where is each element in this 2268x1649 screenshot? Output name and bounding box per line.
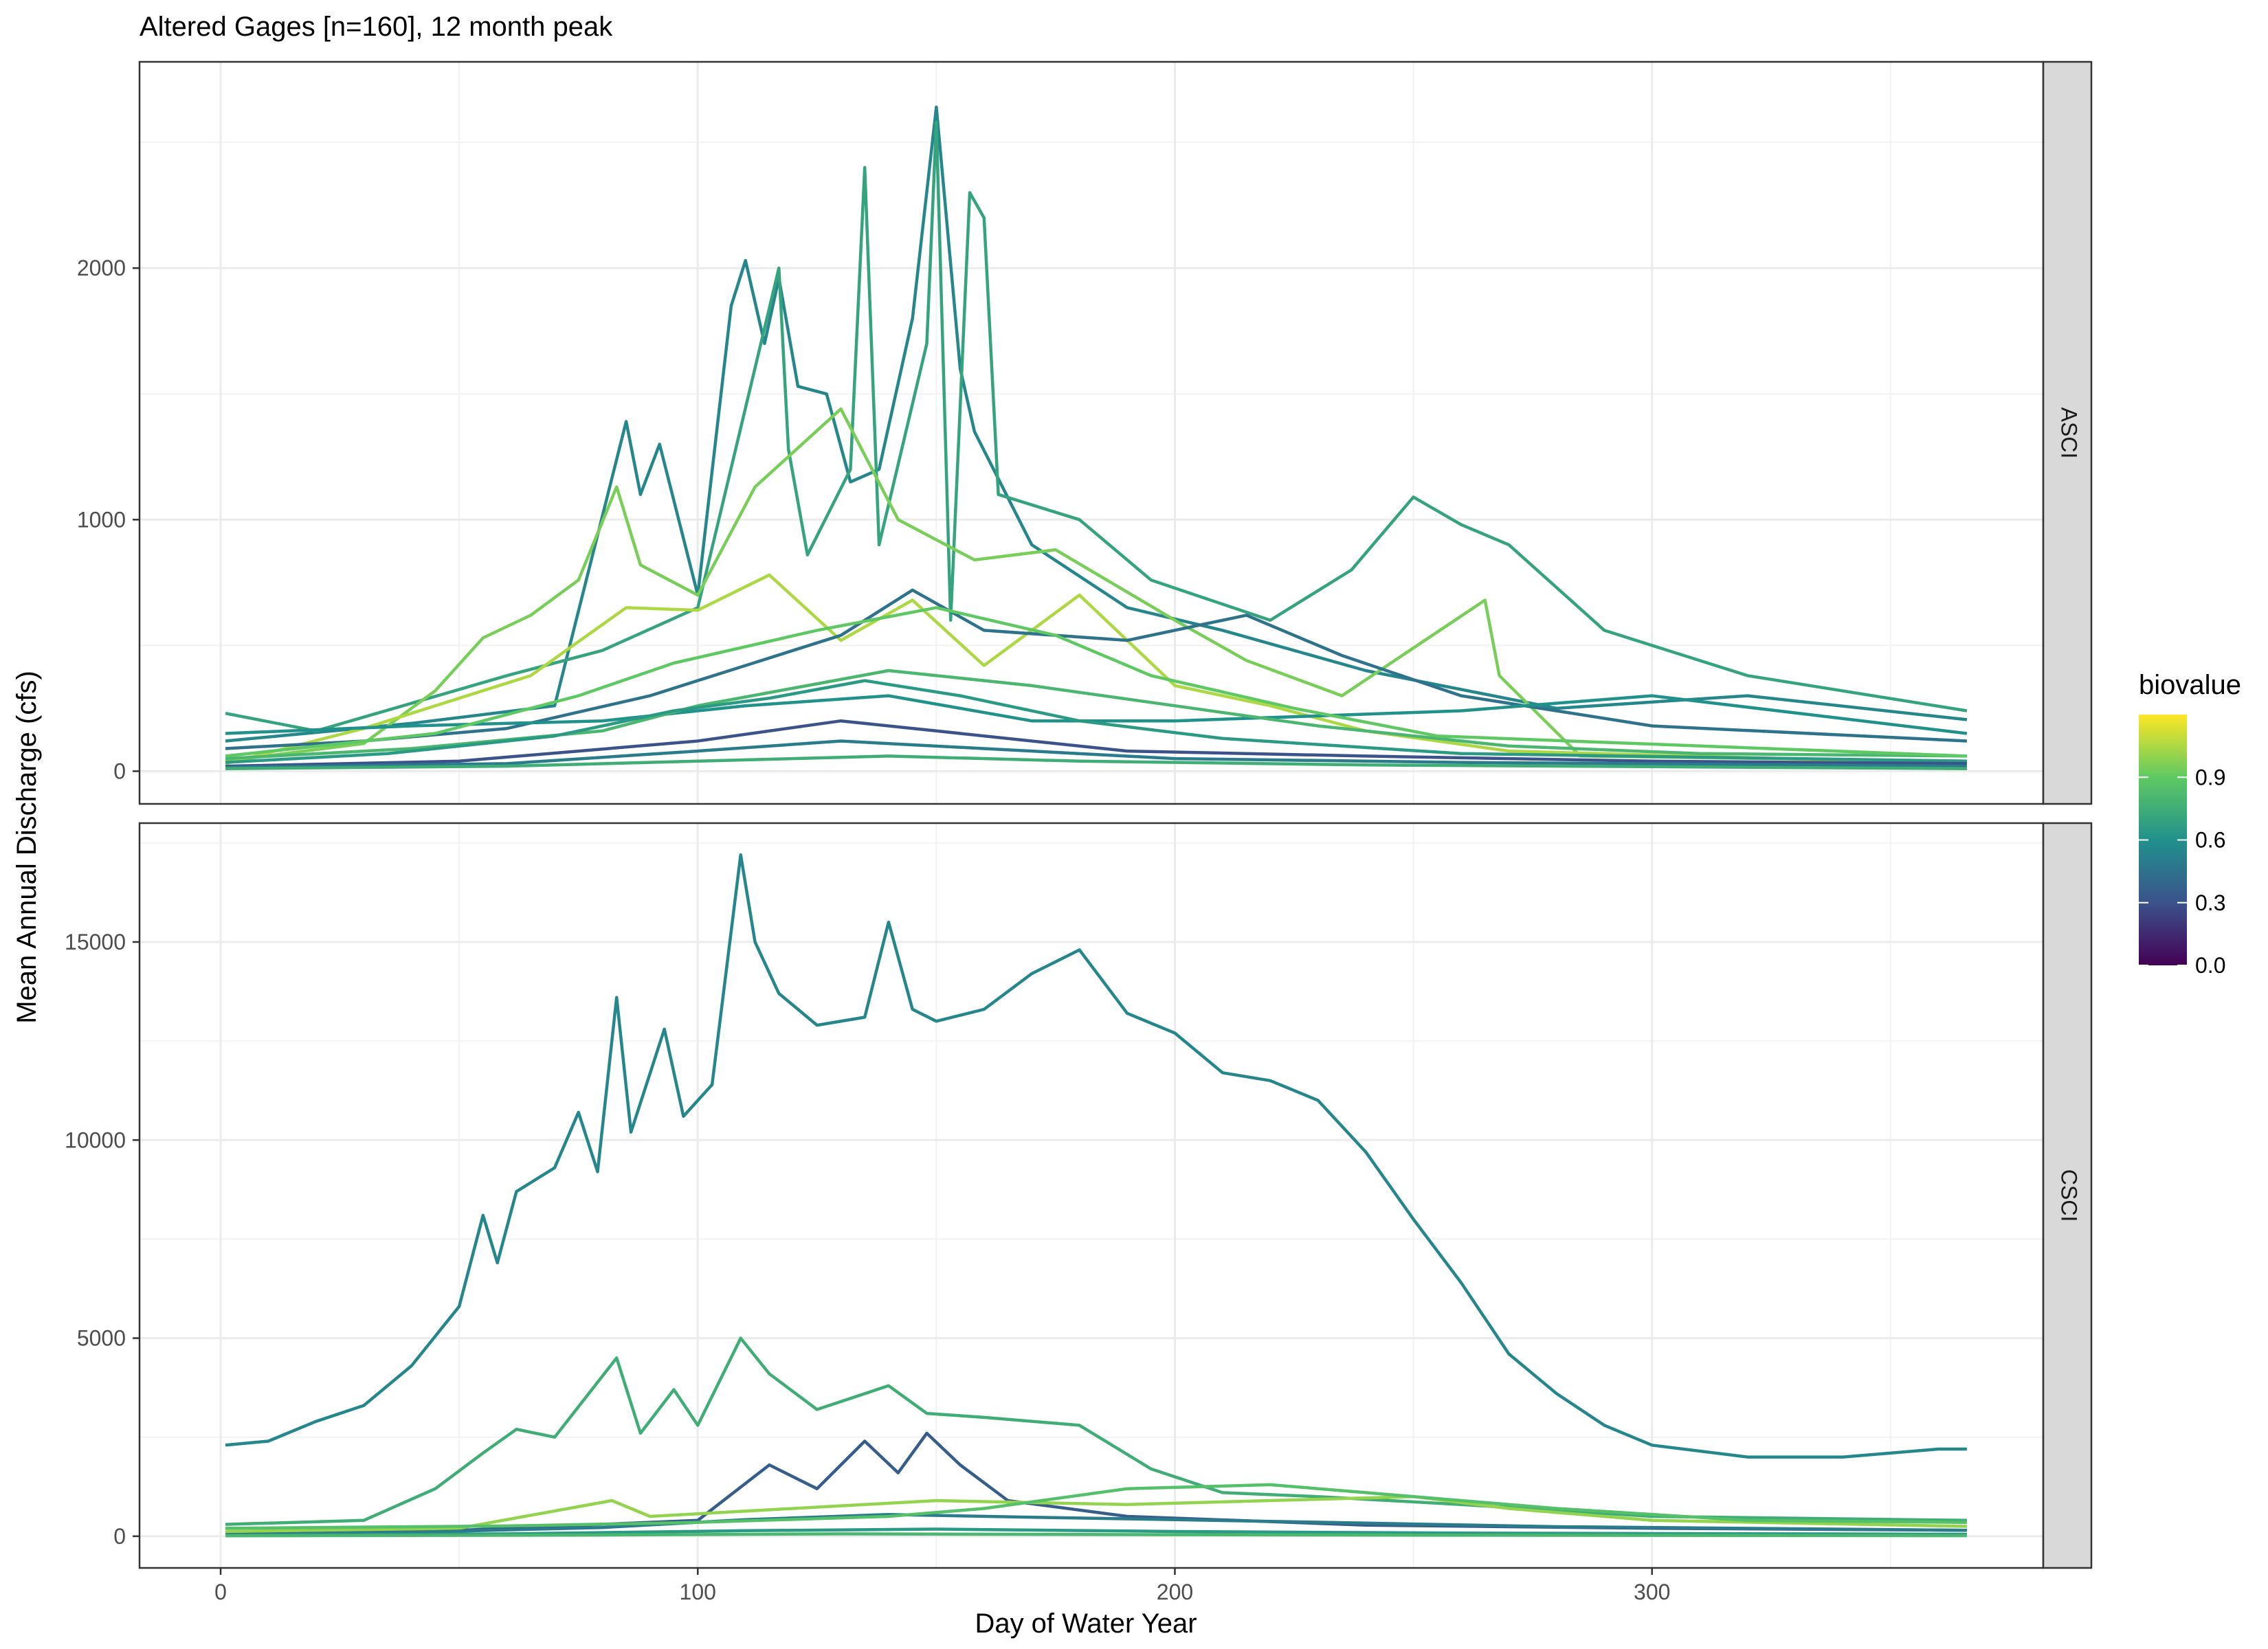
series-line-asci-10 bbox=[225, 739, 1967, 770]
facet-strip bbox=[2042, 822, 2093, 1569]
panel-background bbox=[140, 823, 2043, 1568]
y-tick-label: 1000 bbox=[77, 507, 126, 532]
series-line-asci-2 bbox=[225, 407, 1967, 763]
y-tick-label: 15000 bbox=[65, 930, 126, 954]
series-line-asci-9 bbox=[225, 606, 1967, 758]
legend-tick-label: 0.0 bbox=[2195, 953, 2225, 978]
series-line-csci-1 bbox=[225, 1336, 1967, 1526]
x-tick-label: 0 bbox=[214, 1580, 227, 1604]
series-line-asci-0 bbox=[225, 105, 1968, 743]
series-line-asci-8 bbox=[225, 719, 1967, 768]
panel-background bbox=[140, 62, 2043, 804]
x-tick-label: 200 bbox=[1157, 1580, 1193, 1604]
series-line-csci-0 bbox=[225, 853, 1967, 1459]
x-axis-title: Day of Water Year bbox=[975, 1608, 1197, 1639]
x-tick-label: 100 bbox=[680, 1580, 716, 1604]
facet-strip-label: CSCI bbox=[2057, 1169, 2082, 1222]
y-tick-label: 0 bbox=[113, 1524, 126, 1549]
series-line-csci-7 bbox=[225, 1532, 1967, 1538]
series-line-asci-5 bbox=[225, 694, 1968, 735]
panel-csci: 0 5000 10000 15000 CSCI 0 100 200 300 bbox=[65, 822, 2093, 1604]
facet-strip-label: ASCI bbox=[2057, 407, 2082, 459]
y-axis-title: Mean Annual Discharge (cfs) bbox=[12, 671, 42, 1024]
y-tick-label: 0 bbox=[113, 759, 126, 783]
legend-ticks: 0.0 0.3 0.6 0.9 bbox=[2139, 765, 2225, 978]
y-tick-label: 2000 bbox=[77, 256, 126, 280]
chart-title: Altered Gages [n=160], 12 month peak bbox=[140, 12, 613, 42]
series-group bbox=[225, 105, 1968, 770]
series-group bbox=[225, 853, 1967, 1538]
legend-tick-label: 0.3 bbox=[2195, 890, 2225, 915]
legend-tick-label: 0.9 bbox=[2195, 765, 2225, 789]
x-tick-label: 300 bbox=[1634, 1580, 1670, 1604]
legend-tick-label: 0.6 bbox=[2195, 828, 2225, 853]
legend-title: biovalue bbox=[2139, 670, 2241, 700]
panels: 0 1000 2000 ASCI 0 5000 10000 15000 CSCI 0 100 200 3… bbox=[65, 60, 2093, 1604]
facet-strip bbox=[2042, 60, 2093, 805]
panel-asci: 0 1000 2000 ASCI bbox=[77, 60, 2093, 805]
series-line-asci-1 bbox=[225, 120, 1968, 733]
series-line-csci-4 bbox=[225, 1512, 1967, 1536]
series-line-csci-5 bbox=[225, 1483, 1967, 1530]
y-tick-label: 5000 bbox=[77, 1326, 126, 1351]
y-tick-label: 10000 bbox=[65, 1128, 126, 1152]
series-line-asci-7 bbox=[225, 679, 1967, 764]
series-line-asci-11 bbox=[225, 754, 1967, 770]
legend: biovalue 0.0 0.3 0.6 0.9 bbox=[2139, 670, 2241, 978]
